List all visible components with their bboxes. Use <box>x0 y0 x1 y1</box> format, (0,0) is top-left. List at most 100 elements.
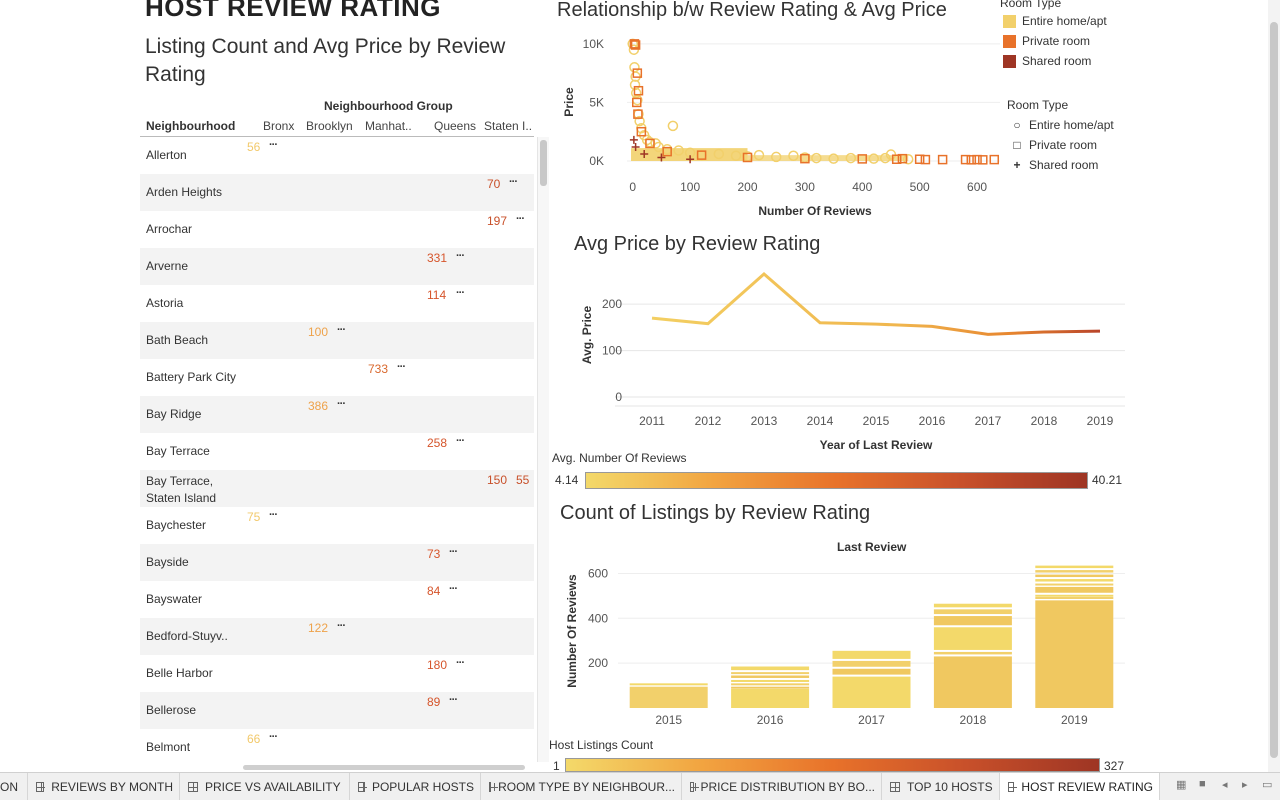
next-sheet-icon[interactable]: ▸ <box>1242 779 1248 791</box>
entire-home-swatch <box>1003 14 1016 28</box>
more-options-icon[interactable]: ··· <box>269 509 278 521</box>
table-scroll-thumb[interactable] <box>540 140 547 186</box>
present-mode-icon[interactable]: ▭ <box>1262 779 1273 791</box>
table-row[interactable]: Bellerose 89 ··· <box>140 692 534 729</box>
listing-count[interactable]: 89 <box>427 695 441 709</box>
table-row[interactable]: Astoria 114 ··· <box>140 285 534 322</box>
more-options-icon[interactable]: ··· <box>509 176 518 188</box>
x-tick-label: 2018 <box>960 713 987 727</box>
bar-chart[interactable]: 200 400 600 2015 2016 2017 2018 2019 Number Of R… <box>560 555 1130 735</box>
scatter-point <box>629 39 640 49</box>
column-header-neighbourhood[interactable]: Neighbourhood <box>146 119 236 133</box>
scatter-point <box>879 152 891 164</box>
listing-count[interactable]: 197 <box>487 214 508 228</box>
table-row[interactable]: Bayswater 84 ··· <box>140 581 534 618</box>
x-tick-label: 2016 <box>919 414 946 428</box>
table-row[interactable]: Baychester 75 ··· <box>140 507 534 544</box>
table-row[interactable]: Arrochar 197 ··· <box>140 211 534 248</box>
listing-count[interactable]: 56 <box>247 140 261 154</box>
table-row[interactable]: Bay Terrace 258 ··· <box>140 433 534 470</box>
y-tick-label: 200 <box>588 656 608 670</box>
legend-item-private-room[interactable]: Private room <box>1003 34 1090 48</box>
legend-label: Private room <box>1029 138 1098 152</box>
scatter-point <box>972 154 982 165</box>
tab-price-distribution[interactable]: PRICE DISTRIBUTION BY BO... <box>682 773 882 800</box>
table-row[interactable]: Arverne 331 ··· <box>140 248 534 285</box>
legend-item-circle[interactable]: ○ Entire home/apt <box>1010 118 1114 132</box>
listing-count[interactable]: 75 <box>247 510 261 524</box>
legend-item-shared-room[interactable]: Shared room <box>1003 54 1091 68</box>
tab-room-type-by-neighbourhood[interactable]: ROOM TYPE BY NEIGHBOUR... <box>481 773 682 800</box>
table-row[interactable]: Allerton 56 ··· <box>140 137 534 174</box>
neighbourhood-table[interactable]: Allerton 56 ··· Arden Heights 70 ··· Arrochar 1… <box>140 137 534 762</box>
listing-count[interactable]: 100 <box>308 325 329 339</box>
table-row[interactable]: Bay Ridge 386 ··· <box>140 396 534 433</box>
previous-sheet-icon[interactable]: ◂ <box>1222 779 1228 791</box>
neighbourhood-name: Baychester <box>146 518 207 532</box>
listing-count[interactable]: 114 <box>427 288 447 302</box>
listing-count[interactable]: 386 <box>308 399 329 413</box>
column-header-brooklyn[interactable]: Brooklyn <box>306 119 353 133</box>
table-vertical-scrollbar[interactable] <box>537 137 549 762</box>
more-options-icon[interactable]: ··· <box>449 694 458 706</box>
more-options-icon[interactable]: ··· <box>337 620 346 632</box>
more-options-icon[interactable]: ··· <box>449 583 458 595</box>
more-options-icon[interactable]: ··· <box>456 250 465 262</box>
scatter-chart[interactable]: 0K 5K 10K 0 100 200 300 400 500 600 Price Number Of… <box>552 28 1002 228</box>
table-row[interactable]: Belle Harbor 180 ··· <box>140 655 534 692</box>
more-options-icon[interactable]: ··· <box>456 435 465 447</box>
listing-count[interactable]: 70 <box>487 177 501 191</box>
listing-count[interactable]: 180 <box>427 658 448 672</box>
table-row[interactable]: Arden Heights 70 ··· <box>140 174 534 211</box>
column-header-queens[interactable]: Queens <box>434 119 477 133</box>
listing-count[interactable]: 258 <box>427 436 448 450</box>
table-row[interactable]: Battery Park City 733 ··· <box>140 359 534 396</box>
more-options-icon[interactable]: ··· <box>269 731 278 743</box>
column-header-manhattan[interactable]: Manhat.. <box>365 119 412 133</box>
show-filmstrip-icon[interactable]: ■ <box>1199 778 1206 790</box>
listing-count[interactable]: 122 <box>308 621 329 635</box>
legend-label: Entire home/apt <box>1029 118 1114 132</box>
table-row[interactable]: Bath Beach 100 ··· <box>140 322 534 359</box>
tab-popular-hosts[interactable]: POPULAR HOSTS <box>350 773 481 800</box>
more-options-icon[interactable]: ··· <box>449 546 458 558</box>
more-options-icon[interactable]: ··· <box>456 657 465 669</box>
table-horizontal-scroll-thumb[interactable] <box>243 765 525 770</box>
line-chart[interactable]: 0 100 200 2011 2012 2013 2014 2015 2016 2017 2018 2… <box>570 262 1135 457</box>
y-tick-label: 100 <box>602 344 622 358</box>
bar-segment <box>832 668 911 675</box>
legend-item-entire-home[interactable]: Entire home/apt <box>1003 14 1107 28</box>
tab-reviews-by-month[interactable]: REVIEWS BY MONTH <box>28 773 180 800</box>
table-row[interactable]: Bedford-Stuyv.. 122 ··· <box>140 618 534 655</box>
listing-count[interactable]: 733 <box>368 362 389 376</box>
listing-count[interactable]: 84 <box>427 584 441 598</box>
more-options-icon[interactable]: ··· <box>269 139 278 151</box>
more-options-icon[interactable]: ··· <box>456 287 465 299</box>
circle-icon: ○ <box>1013 118 1021 132</box>
listing-count[interactable]: 150 <box>487 473 508 487</box>
more-options-icon[interactable]: ··· <box>337 324 346 336</box>
line-chart-title: Avg Price by Review Rating <box>574 233 821 255</box>
tab-host-review-rating[interactable]: HOST REVIEW RATING <box>1000 773 1160 800</box>
worksheet-icon <box>358 781 367 792</box>
column-header-staten-island[interactable]: Staten I.. <box>484 119 533 133</box>
show-sheet-sorter-icon[interactable]: ▦ <box>1176 779 1187 791</box>
scatter-point <box>788 150 799 161</box>
listing-count[interactable]: 331 <box>427 251 448 265</box>
tab-price-vs-availability[interactable]: PRICE VS AVAILABILITY <box>180 773 350 800</box>
page-scroll-thumb[interactable] <box>1270 22 1278 758</box>
table-row[interactable]: Bay Terrace, Staten Island 150 55 <box>140 470 534 507</box>
column-header-bronx[interactable]: Bronx <box>263 119 295 133</box>
more-options-icon[interactable]: ··· <box>397 361 406 373</box>
legend-item-square[interactable]: □ Private room <box>1010 138 1097 152</box>
tab-top-10-hosts[interactable]: TOP 10 HOSTS <box>882 773 1000 800</box>
listing-count[interactable]: 55 <box>516 473 530 487</box>
listing-count[interactable]: 66 <box>247 732 261 746</box>
more-options-icon[interactable]: ··· <box>516 213 525 225</box>
table-row[interactable]: Belmont 66 ··· <box>140 729 534 762</box>
tab-partial[interactable]: ON <box>0 773 28 800</box>
table-row[interactable]: Bayside 73 ··· <box>140 544 534 581</box>
listing-count[interactable]: 73 <box>427 547 441 561</box>
more-options-icon[interactable]: ··· <box>337 398 346 410</box>
legend-item-plus[interactable]: + Shared room <box>1010 158 1098 172</box>
